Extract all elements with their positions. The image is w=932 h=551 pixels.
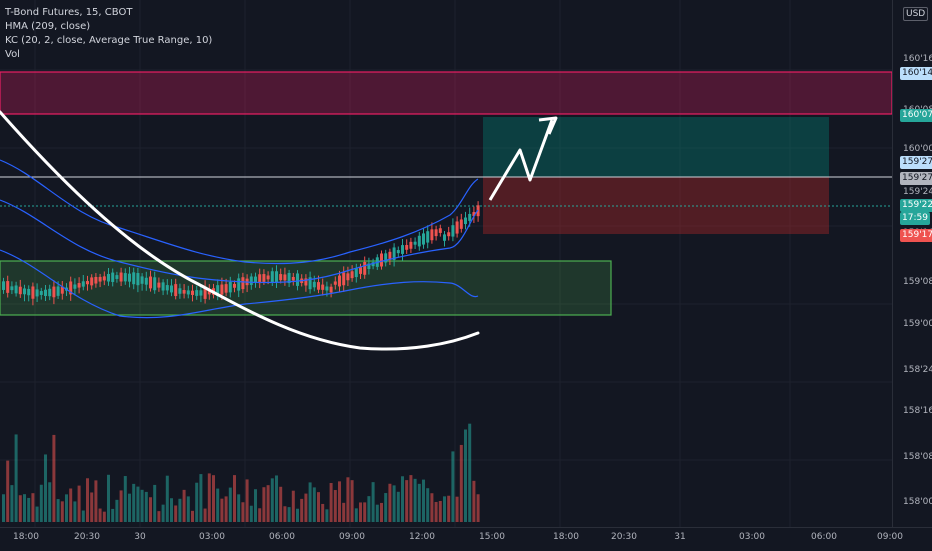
- price-tick: 159'00: [903, 319, 932, 329]
- currency-badge[interactable]: USD: [903, 7, 929, 21]
- arrow-head-icon: [538, 116, 558, 135]
- price-label: 160'14: [900, 67, 932, 80]
- price-axis[interactable]: [892, 0, 932, 527]
- hma-curve: [0, 110, 480, 351]
- time-axis[interactable]: [0, 527, 932, 551]
- keltner-lower: [0, 249, 479, 319]
- projection-arrow: [488, 119, 554, 201]
- price-tick: 158'08: [903, 452, 932, 462]
- time-tick: 09:00: [877, 532, 903, 542]
- price-label: 159'27: [900, 172, 932, 185]
- price-tick: 158'00: [903, 497, 932, 507]
- time-tick: 09:00: [339, 532, 365, 542]
- resistance-zone[interactable]: [0, 71, 893, 115]
- price-label: 159'17: [900, 229, 932, 242]
- time-tick: 30: [134, 532, 146, 542]
- time-tick: 20:30: [611, 532, 637, 542]
- legend-vol[interactable]: Vol: [5, 49, 20, 60]
- time-tick: 03:00: [199, 532, 225, 542]
- legend-symbol[interactable]: T-Bond Futures, 15, CBOT: [5, 7, 133, 18]
- grid: [0, 0, 892, 527]
- price-tick: 158'24: [903, 365, 932, 375]
- time-tick: 31: [674, 532, 686, 542]
- keltner-upper: [0, 159, 479, 265]
- price-label: 17:59: [900, 212, 930, 225]
- time-tick: 06:00: [269, 532, 295, 542]
- time-tick: 20:30: [74, 532, 100, 542]
- chart-legend: T-Bond Futures, 15, CBOT HMA (209, close…: [5, 6, 212, 62]
- price-label: 159'22: [900, 199, 932, 212]
- legend-kc[interactable]: KC (20, 2, close, Average True Range, 10…: [5, 35, 213, 46]
- volume-bars: [2, 423, 480, 522]
- time-tick: 18:00: [13, 532, 39, 542]
- time-tick: 06:00: [811, 532, 837, 542]
- price-tick: 159'24: [903, 187, 932, 197]
- price-label: 160'07: [900, 109, 932, 122]
- time-tick: 03:00: [739, 532, 765, 542]
- price-tick: 160'00: [903, 144, 932, 154]
- time-tick: 12:00: [409, 532, 435, 542]
- price-tick: 158'16: [903, 406, 932, 416]
- time-tick: 15:00: [479, 532, 505, 542]
- keltner-middle: [0, 199, 479, 284]
- price-tick: 160'16: [903, 54, 932, 64]
- price-label: 159'27: [900, 156, 932, 169]
- time-tick: 18:00: [553, 532, 579, 542]
- legend-hma[interactable]: HMA (209, close): [5, 21, 91, 32]
- price-tick: 159'08: [903, 277, 932, 287]
